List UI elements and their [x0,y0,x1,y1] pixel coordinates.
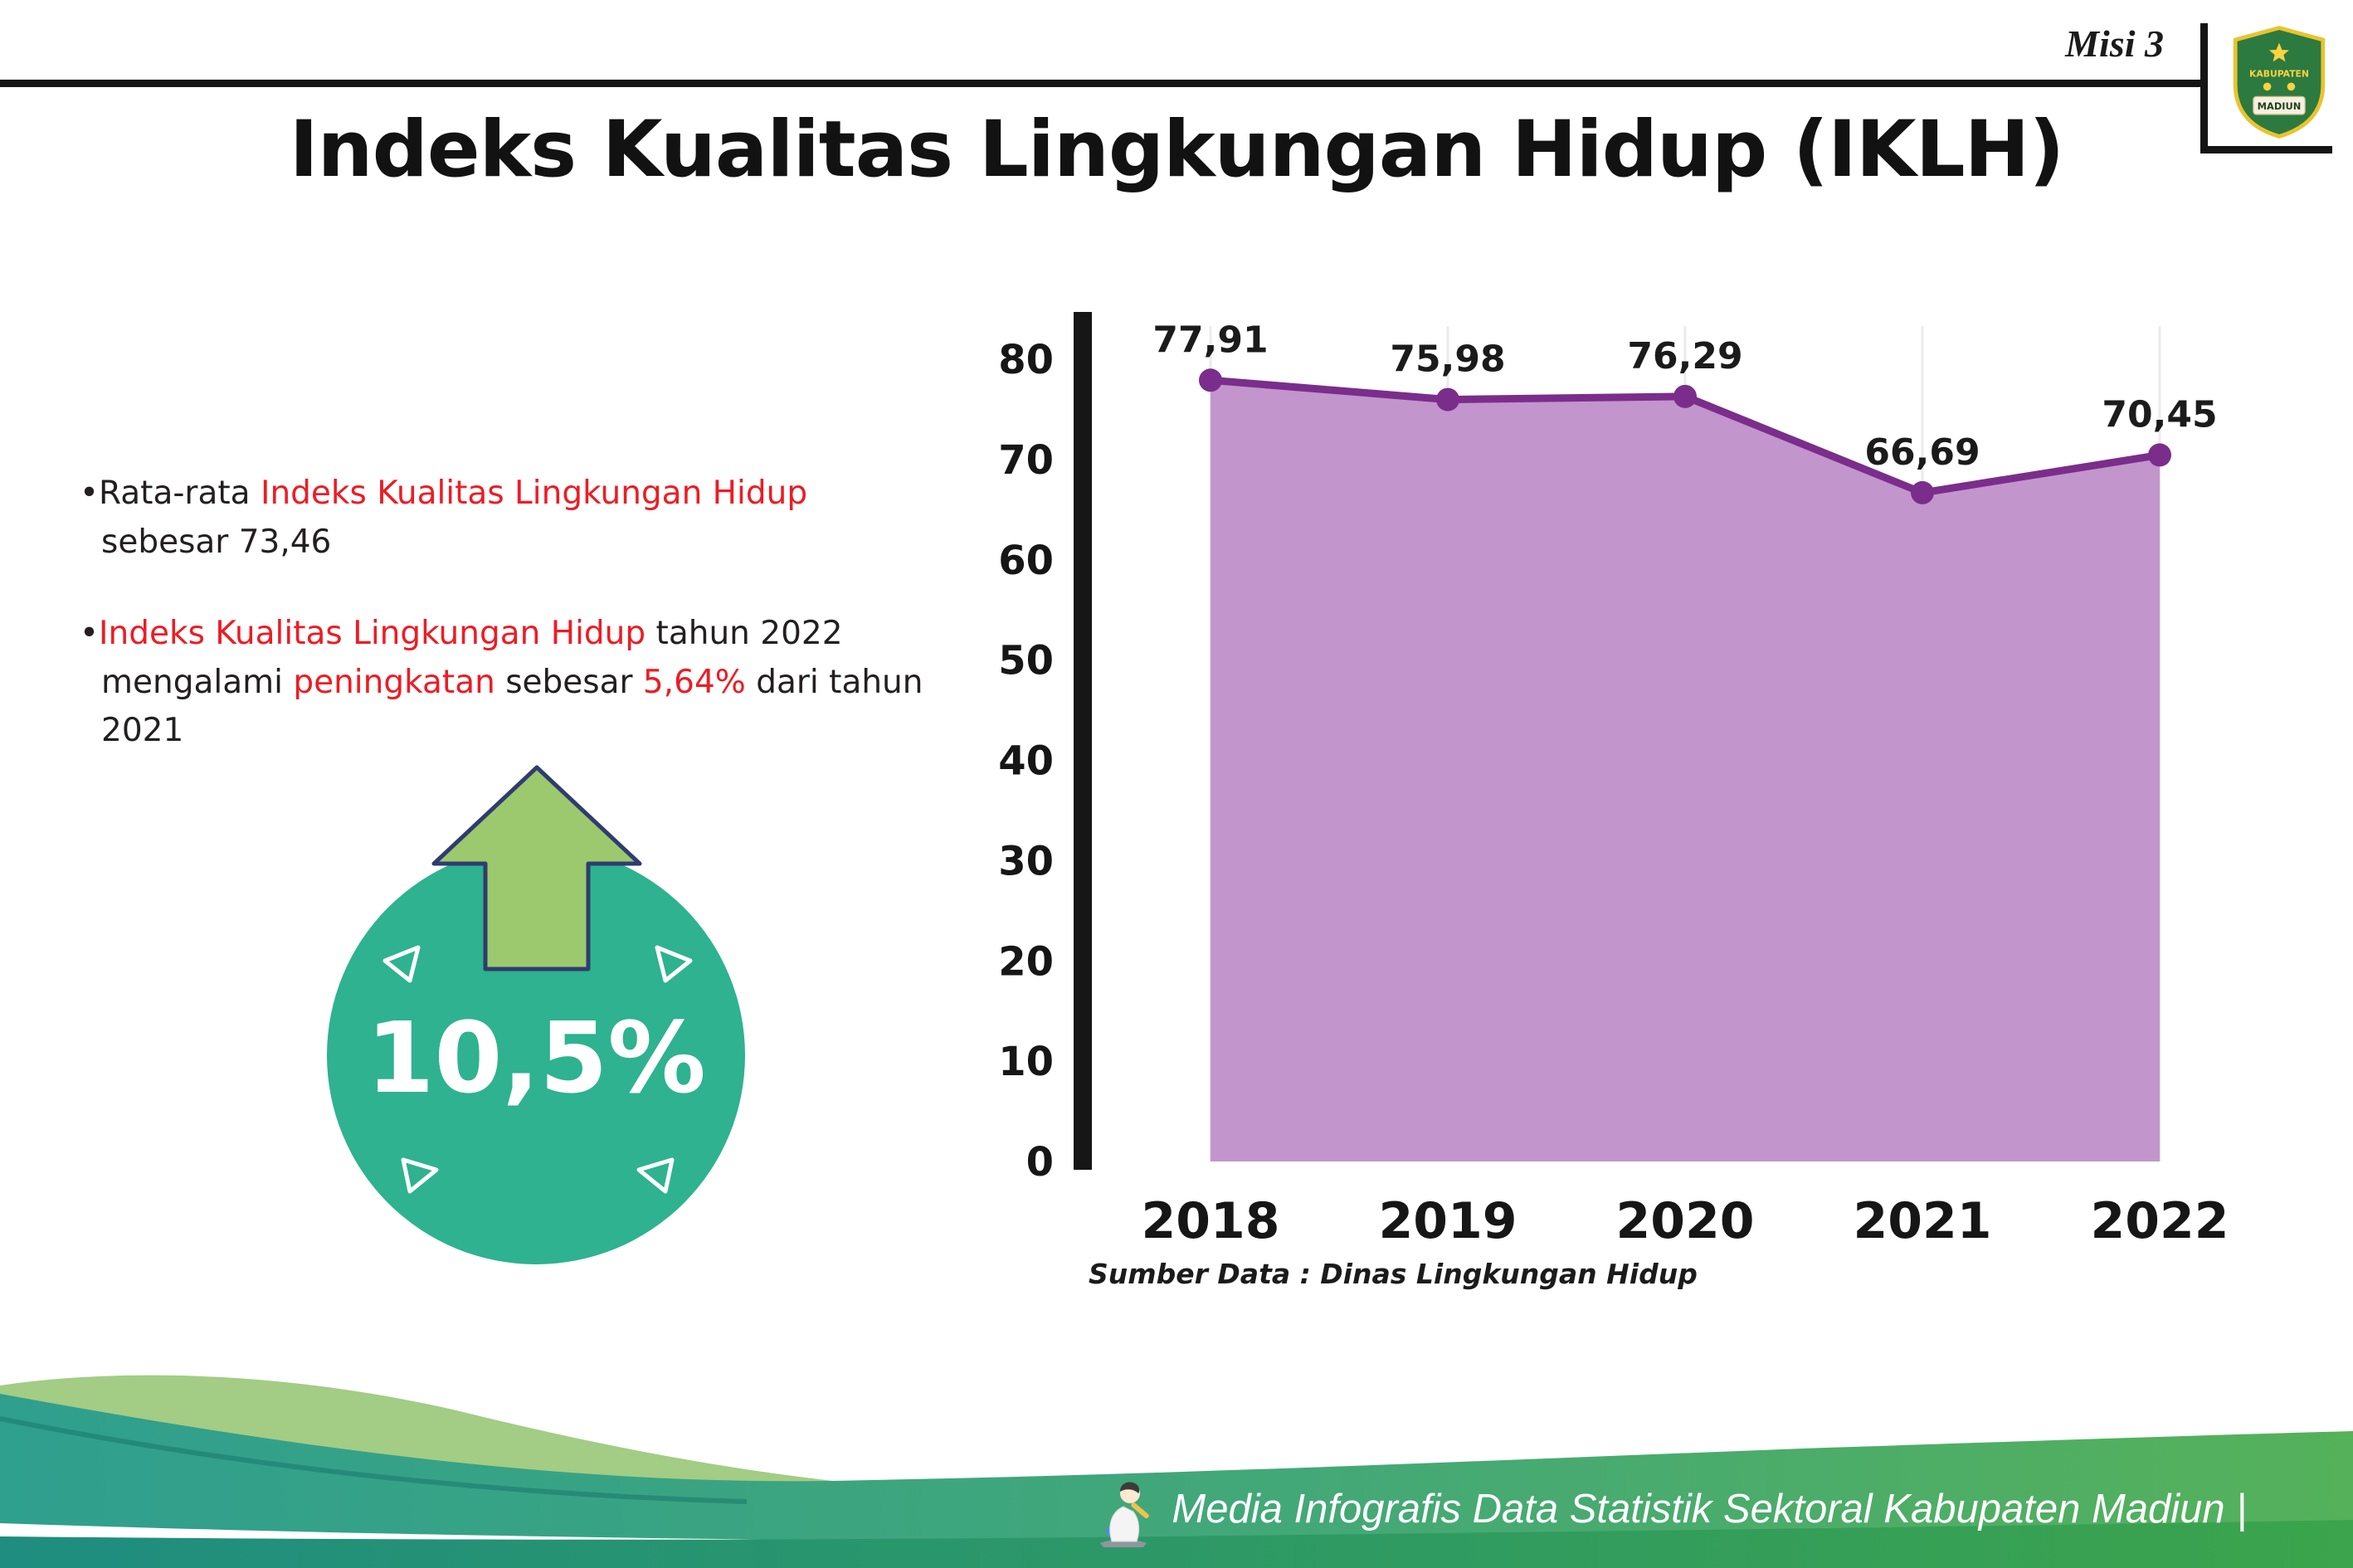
value-label: 77,91 [1152,319,1268,361]
accent-wave-line [0,1416,748,1504]
y-tick-label: 50 [998,638,1054,684]
y-tick-label: 10 [998,1039,1054,1085]
mascot-icon [1100,1482,1150,1547]
x-axis-label: 2018 [1142,1192,1280,1250]
summary-bullets: •Rata-rata Indeks Kualitas Lingkungan Hi… [80,470,943,799]
decorative-triangle-icon [382,945,421,983]
logo-text-top: KABUPATEN [2249,68,2309,79]
data-point [1673,384,1697,408]
y-tick-label: 0 [1026,1139,1054,1186]
area-fill [1211,380,2160,1161]
value-label: 66,69 [1864,431,1980,474]
y-tick-label: 30 [998,838,1054,884]
x-axis-label: 2021 [1854,1192,1992,1250]
y-tick-label: 20 [998,938,1054,985]
header-divider [0,80,2200,87]
y-tick-label: 80 [998,337,1054,383]
value-label: 70,45 [2102,393,2217,436]
logo-frame: KABUPATEN MADIUN [2200,23,2332,153]
value-label: 76,29 [1627,335,1742,377]
footer-credit: Media Infografis Data Statistik Sektoral… [1092,1470,2247,1548]
iklh-area-chart: 77,91 75,98 76,29 66,69 70,45 0 10 20 30 40 50 60 70… [998,312,2229,1250]
bullet-average-iklh: •Rata-rata Indeks Kualitas Lingkungan Hi… [80,475,808,561]
main-wave [0,1394,2353,1568]
bullet-dot: • [80,475,100,512]
data-point [1436,387,1459,411]
bullet-increase-2022: •Indeks Kualitas Lingkungan Hidup tahun … [80,615,923,749]
data-point [2148,443,2171,467]
logo-star-icon [2269,42,2289,62]
x-axis-label: 2019 [1379,1192,1518,1250]
data-point [1911,480,1934,504]
white-sliver [0,1523,788,1542]
kabupaten-madiun-logo-icon: KABUPATEN MADIUN [2233,26,2326,139]
y-axis-bar [1074,312,1092,1170]
bullet-dot: • [80,615,100,652]
badge-value: 10,5% [366,1001,705,1115]
misi-label: Misi 3 [2065,22,2164,65]
y-tick-label: 70 [998,437,1054,484]
value-label: 75,98 [1390,338,1505,381]
x-axis-label: 2022 [2091,1192,2229,1250]
decorative-triangle-icon [401,1157,439,1194]
footer-credit-text: Media Infografis Data Statistik Sektoral… [1172,1487,2247,1531]
growth-badge: 10,5% [327,765,745,1264]
badge-circle [327,846,745,1264]
data-point [1199,368,1222,392]
x-axis-label: 2020 [1616,1192,1755,1250]
decorative-triangle-icon [636,1157,675,1194]
up-arrow-icon [431,765,642,971]
y-tick-label: 40 [998,738,1054,785]
page-title: Indeks Kualitas Lingkungan Hidup (IKLH) [289,105,2065,195]
bottom-strip [0,1520,2353,1568]
footer-wave [0,1375,2353,1568]
logo-text-bottom: MADIUN [2258,100,2302,112]
decorative-triangle-icon [655,945,693,983]
source-caption: Sumber Data : Dinas Lingkungan Hidup [1089,1258,1698,1290]
y-tick-label: 60 [998,538,1054,584]
